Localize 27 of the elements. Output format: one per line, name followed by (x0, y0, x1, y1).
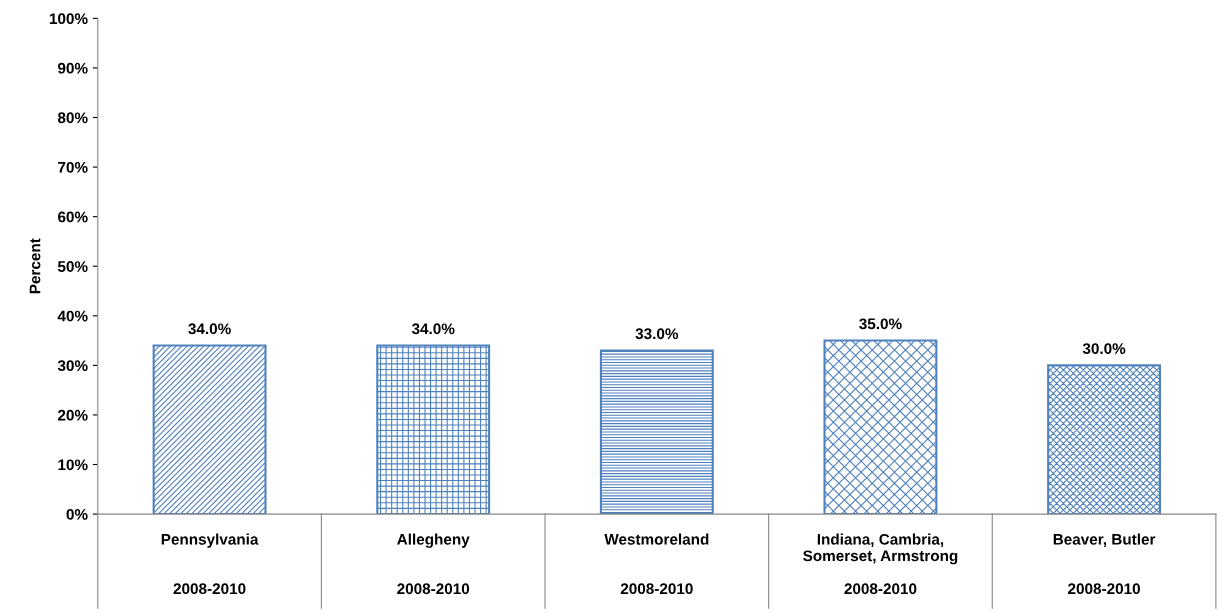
category-label: Westmoreland 2008-2010 (604, 533, 709, 595)
y-tick-label: 0% (66, 508, 88, 520)
y-tick-label: 40% (57, 310, 88, 322)
y-tick-label: 20% (57, 409, 88, 421)
category-label: Indiana, Cambria, Somerset, Armstrong 2008-2010 (803, 533, 958, 595)
y-tick-label: 30% (57, 360, 88, 372)
y-tick-label: 60% (58, 211, 88, 223)
y-axis-title: Percent (29, 238, 41, 294)
data-label: 30.0% (1082, 343, 1126, 355)
bar (152, 344, 267, 515)
y-tick-label: 10% (58, 459, 88, 471)
bar (599, 349, 714, 515)
y-tick-label: 90% (57, 62, 88, 74)
bar (823, 339, 938, 515)
category-label: Allegheny 2008-2010 (397, 533, 470, 595)
bar (1047, 364, 1162, 515)
data-label: 33.0% (635, 328, 679, 340)
y-tick-label: 80% (57, 112, 88, 124)
y-tick-label: 50% (57, 261, 88, 272)
y-tick-label: 100% (49, 13, 88, 25)
y-tick-label: 70% (58, 161, 88, 173)
data-label: 34.0% (411, 323, 455, 335)
bar (376, 344, 491, 515)
category-label: Beaver, Butler 2008-2010 (1053, 533, 1156, 595)
data-label: 34.0% (188, 323, 231, 335)
category-label: Pennsylvania 2008-2010 (161, 533, 259, 595)
data-label: 35.0% (859, 318, 902, 330)
